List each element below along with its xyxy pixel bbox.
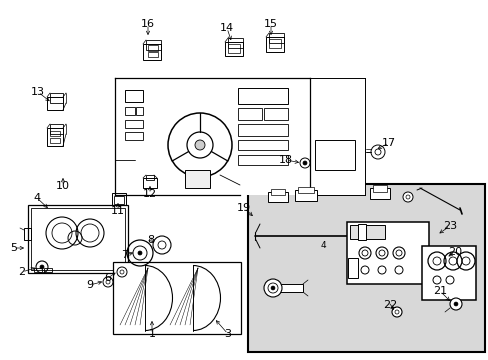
Bar	[297, 187, 313, 193]
Bar	[47, 128, 63, 146]
Text: 13: 13	[31, 87, 45, 97]
Bar	[347, 258, 357, 278]
Bar	[28, 205, 128, 273]
Circle shape	[391, 307, 401, 317]
Bar	[314, 140, 354, 170]
Bar	[142, 44, 161, 60]
Bar	[264, 108, 287, 120]
Bar	[346, 222, 428, 284]
Circle shape	[449, 298, 461, 310]
Text: 4: 4	[33, 193, 41, 203]
Text: 19: 19	[237, 203, 250, 213]
Bar	[265, 37, 284, 52]
Circle shape	[453, 302, 457, 306]
Text: 17: 17	[381, 138, 395, 148]
Text: 18: 18	[278, 155, 292, 165]
Bar	[421, 246, 475, 300]
Circle shape	[303, 161, 306, 165]
Bar	[24, 228, 31, 240]
Text: 1: 1	[148, 329, 155, 339]
Text: 7: 7	[121, 250, 128, 260]
Text: 3: 3	[224, 329, 231, 339]
Bar	[34, 268, 42, 272]
Text: 12: 12	[142, 189, 157, 199]
Bar	[125, 120, 142, 128]
Bar	[146, 175, 154, 180]
Bar	[349, 225, 384, 239]
Bar	[270, 189, 285, 195]
Bar	[268, 33, 284, 43]
Bar	[31, 208, 125, 270]
Bar	[50, 138, 60, 143]
Bar	[112, 193, 126, 205]
Bar	[372, 185, 386, 192]
Text: 15: 15	[264, 19, 278, 29]
Bar	[357, 224, 365, 240]
Bar	[148, 45, 158, 51]
Bar	[146, 40, 161, 50]
Text: 22: 22	[382, 300, 396, 310]
Bar	[369, 188, 389, 199]
Bar	[238, 124, 287, 136]
Text: 6: 6	[104, 273, 111, 283]
Bar	[238, 140, 287, 150]
Circle shape	[40, 265, 44, 269]
Text: 2: 2	[19, 267, 25, 277]
Circle shape	[264, 279, 282, 297]
Bar	[294, 190, 316, 201]
Bar	[50, 93, 63, 103]
Bar	[267, 192, 287, 202]
Bar	[114, 196, 124, 204]
Bar	[227, 38, 243, 48]
Bar	[148, 52, 158, 57]
Bar	[238, 88, 287, 104]
Text: 16: 16	[141, 19, 155, 29]
Bar	[113, 262, 241, 334]
Text: 10: 10	[56, 181, 70, 191]
Text: 5: 5	[10, 243, 18, 253]
Bar	[115, 78, 309, 195]
Text: 14: 14	[220, 23, 234, 33]
Bar	[224, 42, 243, 56]
Bar	[44, 268, 52, 272]
Text: 11: 11	[111, 206, 125, 216]
Circle shape	[195, 140, 204, 150]
Bar	[50, 131, 60, 136]
Bar	[238, 155, 287, 165]
Bar	[268, 39, 281, 48]
Bar	[125, 107, 135, 115]
Text: 9: 9	[86, 280, 93, 290]
Text: 4: 4	[320, 240, 325, 249]
Text: 8: 8	[147, 235, 154, 245]
Bar	[142, 178, 157, 188]
Bar	[50, 124, 63, 134]
Bar	[125, 90, 142, 102]
Bar	[136, 107, 142, 115]
Bar	[227, 44, 240, 53]
Circle shape	[138, 251, 142, 255]
Text: 23: 23	[442, 221, 456, 231]
Text: 20: 20	[447, 247, 461, 257]
Bar	[47, 97, 63, 110]
Bar	[247, 184, 484, 352]
Circle shape	[270, 286, 274, 290]
Bar	[184, 170, 209, 188]
Bar	[309, 78, 364, 195]
Bar	[238, 108, 262, 120]
Circle shape	[402, 192, 412, 202]
Bar	[125, 132, 142, 140]
Bar	[278, 284, 303, 292]
Text: 21: 21	[432, 286, 446, 296]
